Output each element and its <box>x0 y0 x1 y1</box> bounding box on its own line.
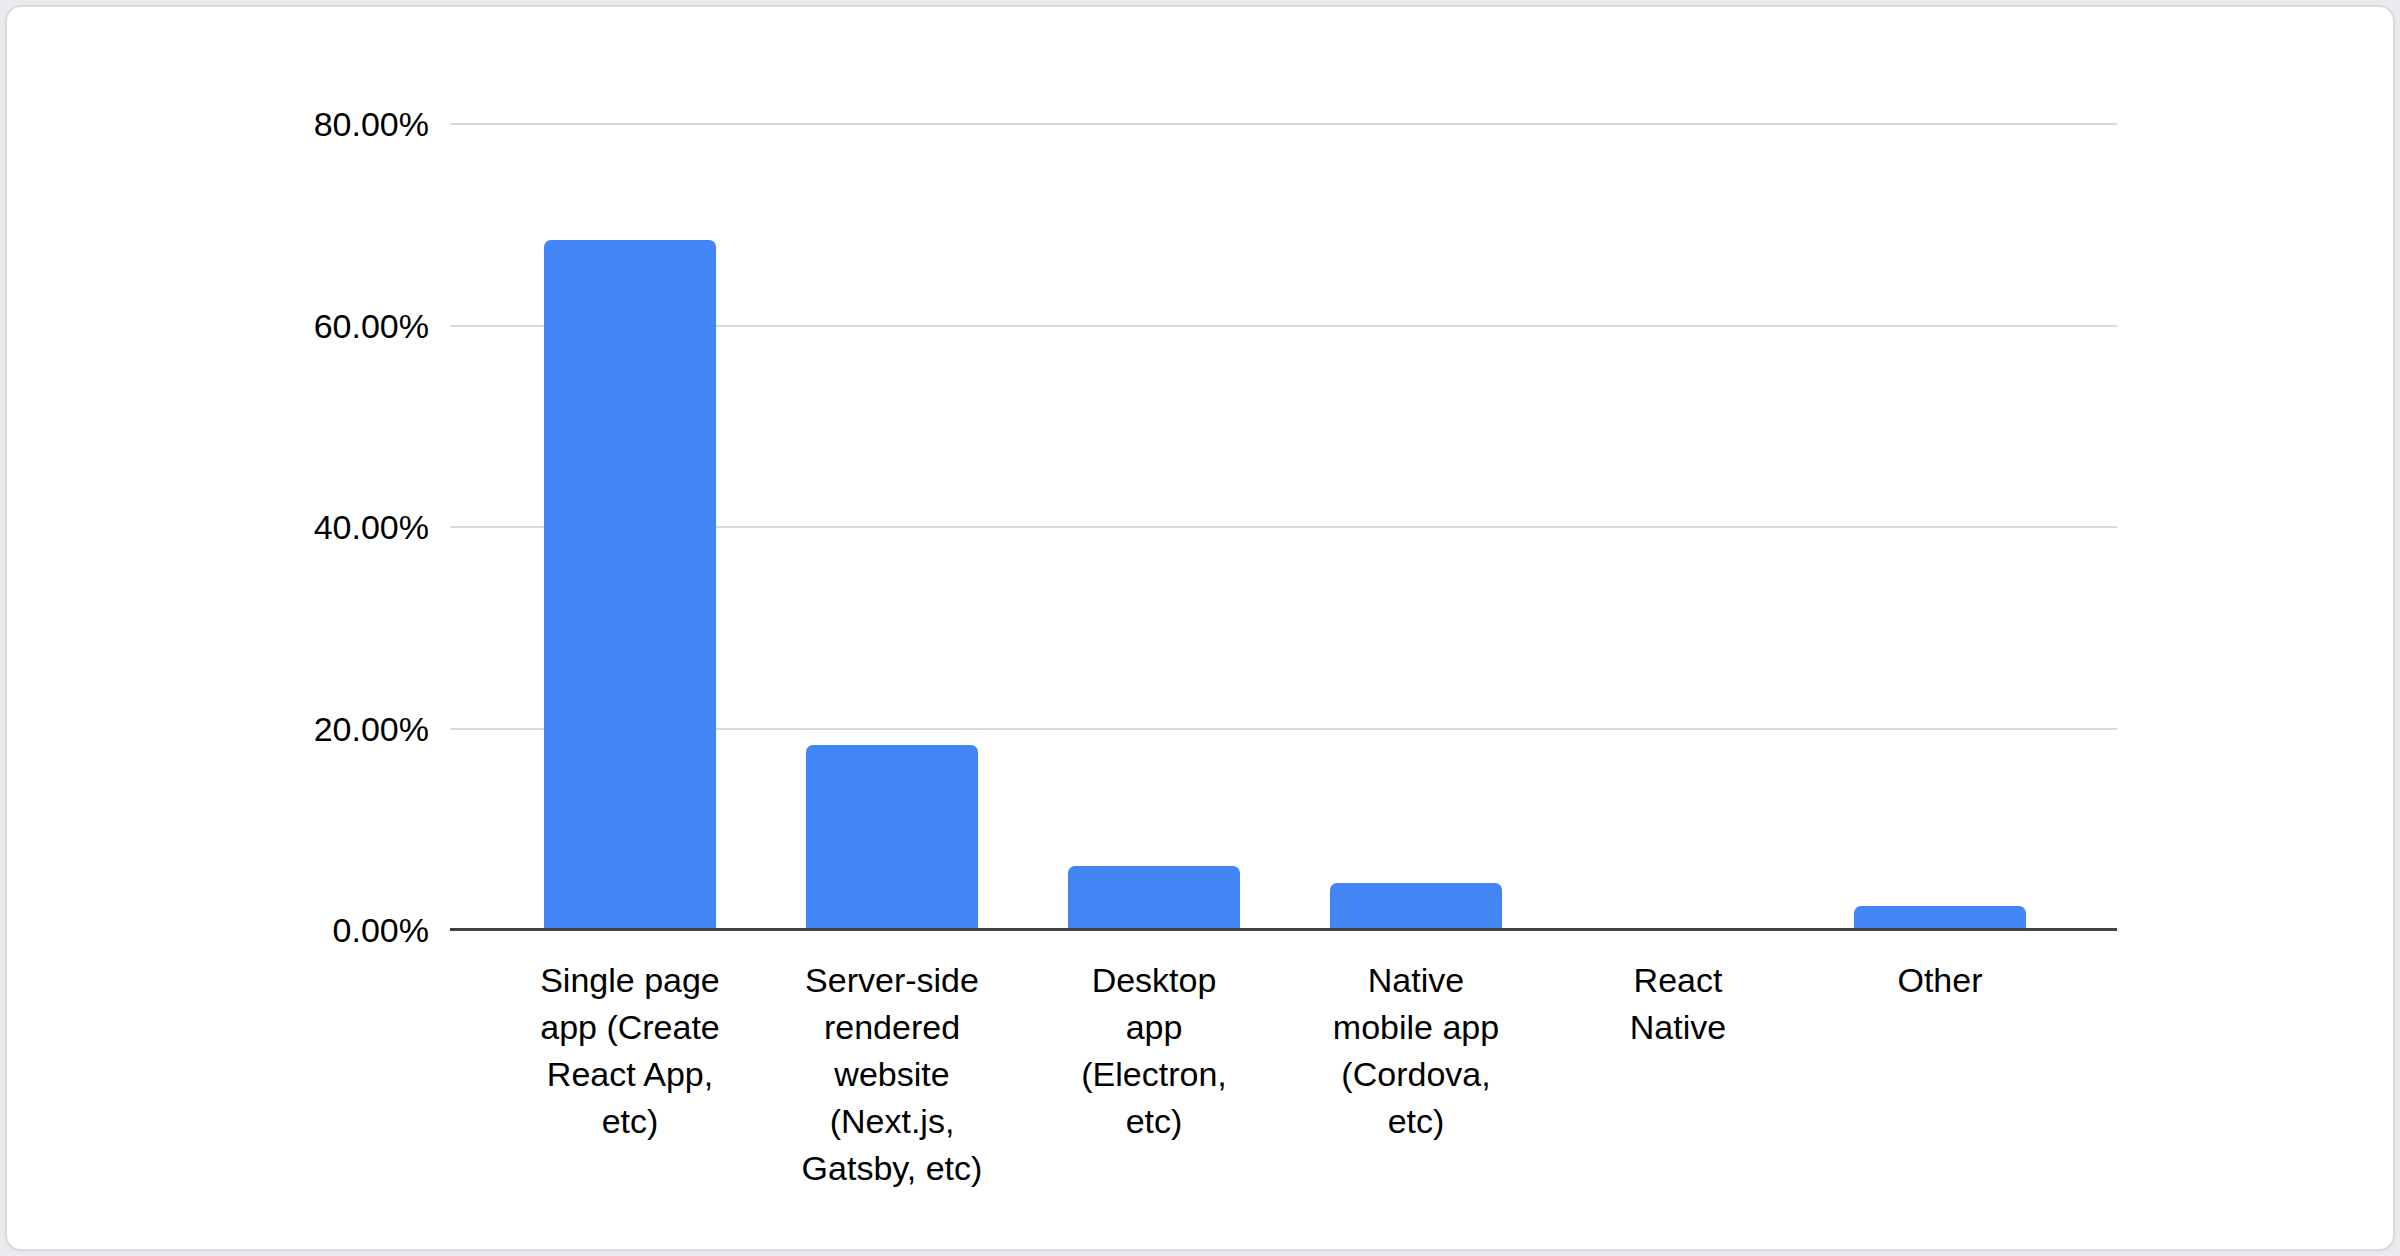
bar-server-side-rendered <box>806 745 978 930</box>
x-axis-label-other: Other <box>1800 957 2080 1004</box>
y-axis-tick-label: 20.00% <box>314 709 429 748</box>
y-axis-tick-label: 0.00% <box>333 911 429 950</box>
x-axis-label-server-side-rendered: Server-side rendered website (Next.js, G… <box>752 957 1032 1192</box>
x-axis-label-native-mobile-app: Native mobile app (Cordova, etc) <box>1276 957 1556 1145</box>
y-axis-tick-label: 60.00% <box>314 306 429 345</box>
bar-other <box>1854 906 2026 930</box>
x-axis-label-desktop-app-electron: Desktop app (Electron, etc) <box>1014 957 1294 1145</box>
bar-native-mobile-app <box>1330 883 1502 930</box>
y-axis-tick-label: 80.00% <box>314 105 429 144</box>
x-axis-label-react-native: React Native <box>1538 957 1818 1051</box>
gridline-80 <box>450 123 2117 125</box>
bar-desktop-app-electron <box>1068 866 1240 930</box>
chart-card: 80.00% 60.00% 40.00% 20.00% 0.00% Single page… <box>5 5 2395 1251</box>
x-axis-label-single-page-app: Single page app (Create React App, etc) <box>490 957 770 1145</box>
bar-chart-plot-area: 80.00%60.00%40.00%20.00%0.00%Single page… <box>450 124 2117 930</box>
y-axis-tick-label: 40.00% <box>314 508 429 547</box>
bar-single-page-app <box>544 240 716 930</box>
x-axis-line <box>450 928 2117 931</box>
